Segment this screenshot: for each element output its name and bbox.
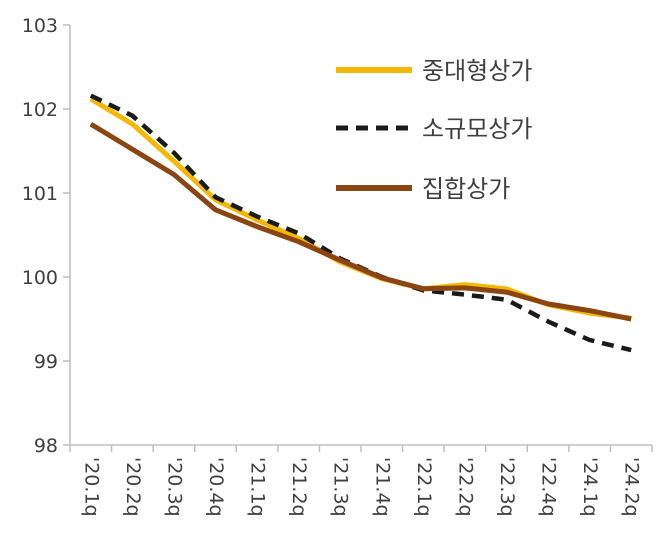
x-tick-label: '20.3q	[163, 457, 185, 517]
x-tick-label: '24.1q	[579, 457, 601, 517]
x-tick-label: '22.4q	[538, 457, 560, 517]
axes: 98 99 100 101 102 103 '20.1q '20.2q '20.3q '20.4q…	[22, 15, 653, 517]
y-tick-label: 103	[22, 15, 58, 37]
y-tick-label: 99	[34, 351, 58, 373]
series-line-0	[89, 96, 632, 321]
x-tick-label: '21.3q	[330, 457, 352, 517]
x-tick-label: '24.2q	[621, 457, 643, 517]
legend-label-1: 소규모상가	[422, 115, 532, 143]
series-line-1	[89, 93, 632, 353]
y-tick-label: 100	[22, 267, 58, 289]
x-tick-label: '22.2q	[454, 457, 476, 517]
series-line-2	[89, 121, 632, 322]
x-tick-label: '22.1q	[413, 457, 435, 517]
legend-label-2: 집합상가	[422, 175, 510, 203]
legend-label-0: 중대형상가	[422, 57, 532, 85]
x-tick-label: '21.1q	[247, 457, 269, 517]
x-tick-label: '21.2q	[288, 457, 310, 517]
x-tick-label: '22.3q	[496, 457, 518, 517]
y-tick-label: 98	[34, 435, 58, 457]
x-tick-label: '21.4q	[371, 457, 393, 517]
x-tick-label: '20.1q	[80, 457, 102, 517]
y-tick-label: 101	[22, 183, 58, 205]
series-lines	[89, 93, 632, 353]
y-tick-label: 102	[22, 99, 58, 121]
x-tick-label: '20.2q	[122, 457, 144, 517]
x-tick-label: '20.4q	[205, 457, 227, 517]
